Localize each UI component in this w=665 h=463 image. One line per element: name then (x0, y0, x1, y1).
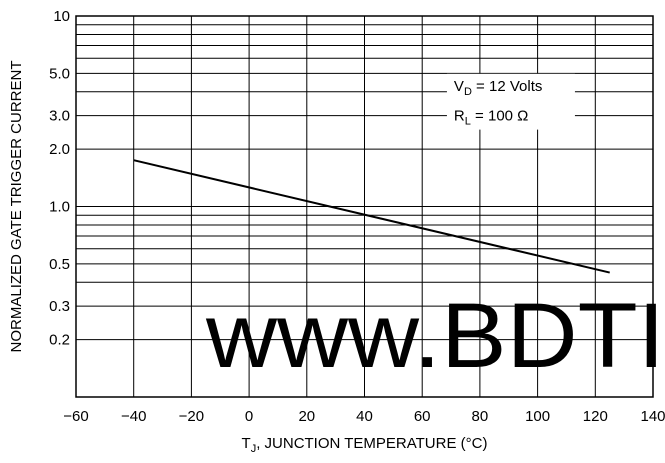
y-axis-title: NORMALIZED GATE TRIGGER CURRENT (8, 61, 25, 353)
x-tick-labels: −60 −40 −20 0 20 40 60 80 100 120 140 (63, 408, 665, 425)
y-tick-label: 10 (53, 8, 70, 25)
y-tick-label: 2.0 (49, 141, 70, 158)
annotation-rl-subscript: L (465, 116, 471, 128)
x-axis-title: TJ, JUNCTION TEMPERATURE (°C) (242, 435, 488, 455)
x-tick-label: 140 (640, 408, 665, 425)
y-tick-labels: 0.2 0.3 0.5 1.0 2.0 3.0 5.0 10 (49, 8, 70, 349)
y-tick-label: 1.0 (49, 199, 70, 216)
x-tick-label: −40 (121, 408, 146, 425)
annotation-rl-value: = 100 Ω (471, 108, 529, 125)
annotation-line-vd: VD = 12 Volts (454, 78, 542, 98)
x-tick-label: 100 (525, 408, 550, 425)
y-tick-label: 0.2 (49, 332, 70, 349)
x-tick-label: 40 (356, 408, 373, 425)
x-tick-label: 20 (298, 408, 315, 425)
y-tick-label: 0.3 (49, 298, 70, 315)
annotation-vd-subscript: D (464, 86, 472, 98)
watermark-text: www.BDTI (205, 285, 665, 387)
annotation-rl-symbol: R (454, 108, 465, 125)
x-axis-title-text: , JUNCTION TEMPERATURE (°C) (256, 435, 487, 452)
y-tick-label: 0.5 (49, 256, 70, 273)
x-tick-label: −20 (179, 408, 204, 425)
x-tick-label: −60 (63, 408, 88, 425)
series-layer (133, 159, 610, 274)
x-tick-label: 80 (472, 408, 489, 425)
x-axis-title-subscript: J (251, 443, 257, 455)
annotation-vd-value: = 12 Volts (472, 78, 542, 95)
annotation-vd-symbol: V (454, 78, 464, 95)
x-tick-label: 60 (414, 408, 431, 425)
y-tick-label: 3.0 (49, 108, 70, 125)
plot-area-frame (75, 15, 654, 398)
annotation-box: VD = 12 Volts RL = 100 Ω (446, 73, 575, 130)
x-tick-label: 120 (583, 408, 608, 425)
y-tick-label: 5.0 (49, 65, 70, 82)
series-line (133, 159, 610, 274)
annotation-background (446, 73, 575, 130)
annotation-line-rl: RL = 100 Ω (454, 108, 528, 128)
x-tick-label: 0 (245, 408, 253, 425)
x-axis-title-symbol: T (242, 435, 251, 452)
